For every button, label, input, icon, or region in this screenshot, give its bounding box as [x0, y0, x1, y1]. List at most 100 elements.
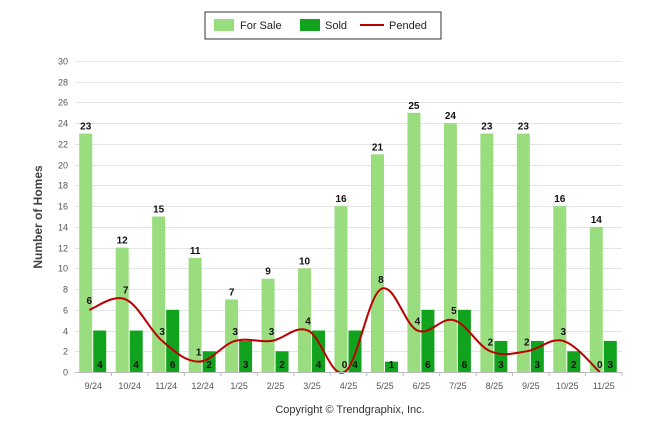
x-axis-labels: 9/24 10/24 11/24 12/24 1/25 2/25 3/25 4/25 5/25 6… — [84, 372, 623, 391]
x-tick-label: 11/24 — [155, 381, 177, 391]
bar-for-sale — [115, 247, 129, 372]
x-tick-label: 10/24 — [118, 381, 141, 391]
y-tick-label: 28 — [58, 78, 68, 88]
label-sold: 3 — [535, 360, 541, 371]
bar-sold — [384, 361, 398, 372]
label-for-sale: 23 — [80, 122, 92, 133]
x-tick-label: 11/25 — [593, 381, 615, 391]
label-pended: 0 — [342, 360, 348, 371]
label-pended: 3 — [232, 327, 238, 338]
bar-for-sale — [553, 206, 567, 372]
bar-for-sale — [261, 278, 275, 372]
y-tick-label: 4 — [63, 327, 68, 337]
x-tick-label: 9/25 — [522, 381, 540, 391]
bar-sold — [312, 330, 326, 372]
bar-for-sale — [370, 154, 384, 372]
y-tick-label: 2 — [63, 347, 68, 357]
label-pended: 8 — [378, 275, 384, 286]
data-labels: 2341241561127392104164211256246233233162… — [80, 101, 613, 371]
legend-label-pended: Pended — [389, 20, 427, 32]
label-for-sale: 16 — [554, 194, 566, 205]
bar-sold — [275, 351, 289, 372]
label-sold: 6 — [462, 360, 468, 371]
bar-sold — [567, 351, 581, 372]
y-tick-label: 22 — [58, 140, 68, 150]
label-pended: 3 — [561, 327, 567, 338]
label-for-sale: 25 — [408, 101, 420, 112]
label-for-sale: 23 — [481, 122, 493, 133]
pended-line — [88, 287, 601, 374]
bar-for-sale — [407, 112, 421, 372]
label-sold: 2 — [279, 360, 285, 371]
y-tick-label: 8 — [63, 285, 68, 295]
y-tick-label: 12 — [58, 244, 68, 254]
y-tick-label: 24 — [58, 119, 68, 129]
copyright-credit: Copyright © Trendgraphix, Inc. — [275, 404, 424, 416]
label-for-sale: 24 — [445, 111, 457, 122]
y-tick-label: 20 — [58, 161, 68, 171]
bar-for-sale — [589, 226, 603, 372]
label-sold: 3 — [243, 360, 249, 371]
bar-sold — [421, 309, 435, 372]
label-sold: 6 — [425, 360, 431, 371]
label-pended: 3 — [159, 327, 165, 338]
label-sold: 2 — [571, 360, 577, 371]
bar-for-sale — [334, 206, 348, 372]
label-sold: 3 — [607, 360, 613, 371]
label-sold: 4 — [352, 360, 358, 371]
x-tick-label: 12/24 — [191, 381, 214, 391]
x-tick-label: 4/25 — [340, 381, 358, 391]
label-pended: 1 — [196, 348, 202, 359]
x-tick-label: 2/25 — [267, 381, 285, 391]
bar-for-sale — [79, 133, 93, 372]
bar-for-sale — [152, 216, 166, 372]
label-for-sale: 12 — [117, 236, 129, 247]
x-tick-label: 5/25 — [376, 381, 394, 391]
label-for-sale: 15 — [153, 205, 165, 216]
label-pended: 3 — [269, 327, 275, 338]
bar-sold — [166, 309, 180, 372]
y-tick-label: 26 — [58, 98, 68, 108]
label-for-sale: 10 — [299, 256, 311, 267]
bars — [79, 112, 617, 372]
x-tick-label: 9/24 — [84, 381, 102, 391]
label-sold: 3 — [498, 360, 504, 371]
pended-line-path — [88, 287, 601, 374]
label-pended: 4 — [415, 317, 421, 328]
bar-for-sale — [188, 257, 202, 372]
y-tick-label: 18 — [58, 181, 68, 191]
y-tick-label: 16 — [58, 202, 68, 212]
x-tick-label: 1/25 — [230, 381, 248, 391]
label-pended: 4 — [305, 317, 311, 328]
bar-for-sale — [516, 133, 530, 372]
y-tick-label: 10 — [58, 264, 68, 274]
label-sold: 2 — [206, 360, 212, 371]
x-tick-label: 3/25 — [303, 381, 321, 391]
y-tick-label: 14 — [58, 223, 68, 233]
bar-sold — [239, 340, 253, 372]
label-pended: 2 — [524, 337, 530, 348]
legend-label-sold: Sold — [325, 20, 347, 32]
x-tick-label: 7/25 — [449, 381, 467, 391]
x-tick-label: 6/25 — [413, 381, 431, 391]
label-sold: 1 — [389, 360, 395, 371]
bar-sold — [129, 330, 143, 372]
bar-sold — [93, 330, 107, 372]
label-for-sale: 7 — [229, 287, 235, 298]
label-sold: 6 — [170, 360, 176, 371]
legend: For Sale Sold Pended — [204, 11, 442, 40]
label-sold: 4 — [133, 360, 139, 371]
legend-label-for-sale: For Sale — [240, 20, 282, 32]
y-tick-label: 6 — [63, 306, 68, 316]
bar-sold — [603, 340, 617, 372]
x-tick-label: 8/25 — [486, 381, 504, 391]
label-for-sale: 16 — [335, 194, 347, 205]
label-for-sale: 11 — [190, 246, 201, 257]
bar-sold — [494, 340, 508, 372]
x-tick-label: 10/25 — [556, 381, 579, 391]
bar-for-sale — [298, 268, 312, 372]
legend-box — [204, 11, 442, 40]
label-pended: 5 — [451, 306, 457, 317]
y-axis-title: Number of Homes — [31, 165, 45, 269]
